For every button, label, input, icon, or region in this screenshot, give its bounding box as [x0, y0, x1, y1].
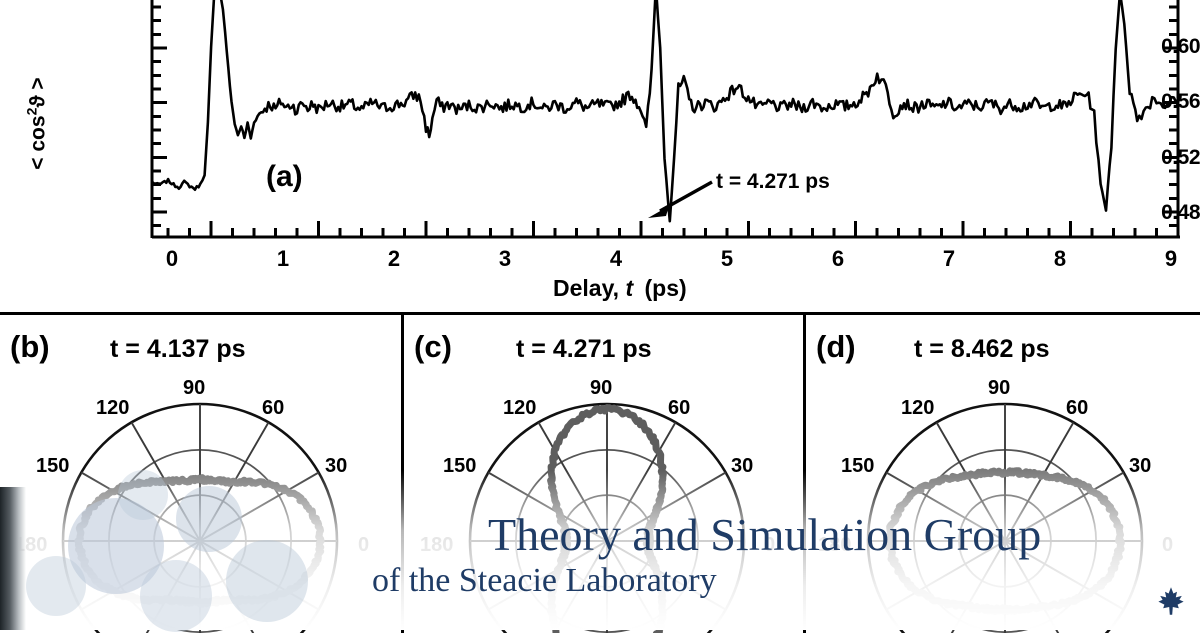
- panel-d-angle-60: 60: [1066, 397, 1089, 419]
- ytick-label-056: 0.56: [1161, 90, 1200, 113]
- panel-a-annotation: t = 4.271 ps: [716, 170, 830, 193]
- panel-b-angle-180: 180: [14, 534, 48, 556]
- panel-c-angle-0: 0: [764, 534, 776, 556]
- xtick-label-4: 4: [609, 246, 623, 271]
- x-axis-label-symbol: t: [625, 275, 634, 301]
- panel-c-angle-60: 60: [668, 397, 691, 419]
- panel-b-title: t = 4.137 ps: [110, 335, 246, 363]
- xtick-label-5: 5: [720, 246, 734, 271]
- panel-a: 0.60 0.56 0.52 0.48 < cos2ϑ > 0 1 2 3 4 …: [0, 0, 1200, 312]
- panel-d-angle-120: 120: [901, 397, 935, 419]
- panel-c-title: t = 4.271 ps: [516, 335, 652, 363]
- panel-d-angle-30: 30: [1129, 455, 1152, 477]
- panel-b-angle-0: 0: [358, 534, 370, 556]
- panel-d-title: t = 8.462 ps: [914, 335, 1050, 363]
- xtick-label-7: 7: [942, 246, 956, 271]
- panel-c-label: (c): [414, 329, 452, 364]
- x-axis-label-unit: (ps): [644, 275, 687, 301]
- panel-d-angle-0: 0: [1162, 534, 1174, 556]
- xtick-label-8: 8: [1053, 246, 1067, 271]
- xtick-label-2: 2: [387, 246, 401, 271]
- panel-a-y-axis-label: < cos2ϑ >: [23, 77, 50, 170]
- ytick-label-060: 0.60: [1161, 35, 1200, 58]
- panel-d-angle-180: 180: [818, 534, 852, 556]
- panel-b-angle-90: 90: [183, 377, 206, 399]
- panel-b-label: (b): [10, 329, 50, 364]
- panel-a-x-axis-label: Delay, t (ps): [553, 275, 687, 302]
- panel-c-angle-30: 30: [731, 455, 754, 477]
- panel-c-angle-90: 90: [590, 377, 613, 399]
- panel-d: (d) t = 8.462 ps 90 120 60 150 30 180 0: [803, 312, 1200, 633]
- panel-b-angle-150: 150: [36, 455, 70, 477]
- xtick-label-6: 6: [831, 246, 845, 271]
- panel-b: (b) t = 4.137 ps 90 120 60 150 30 180 0: [0, 312, 401, 633]
- panel-c-angle-150: 150: [443, 455, 477, 477]
- xtick-label-0: 0: [165, 246, 179, 271]
- panel-d-label: (d): [816, 329, 856, 364]
- panel-a-label: (a): [266, 160, 303, 193]
- xtick-label-1: 1: [276, 246, 290, 271]
- annotation-arrow: [648, 180, 713, 218]
- panel-b-angle-120: 120: [96, 397, 130, 419]
- xtick-label-3: 3: [498, 246, 512, 271]
- panel-d-angle-90: 90: [988, 377, 1011, 399]
- xtick-label-9: 9: [1164, 246, 1178, 271]
- panel-a-canvas: [150, 0, 1180, 239]
- panel-c-angle-120: 120: [503, 397, 537, 419]
- panel-c: (c) t = 4.271 ps 90 120 60 150 30 180 0: [401, 312, 806, 633]
- panel-d-angle-150: 150: [841, 455, 875, 477]
- panel-c-angle-180: 180: [420, 534, 454, 556]
- alignment-trace: [150, 0, 1180, 223]
- x-axis-label-text: Delay,: [553, 275, 620, 301]
- panel-b-angle-30: 30: [325, 455, 348, 477]
- ytick-label-048: 0.48: [1161, 201, 1200, 224]
- ytick-label-052: 0.52: [1161, 146, 1200, 169]
- panel-b-angle-60: 60: [262, 397, 285, 419]
